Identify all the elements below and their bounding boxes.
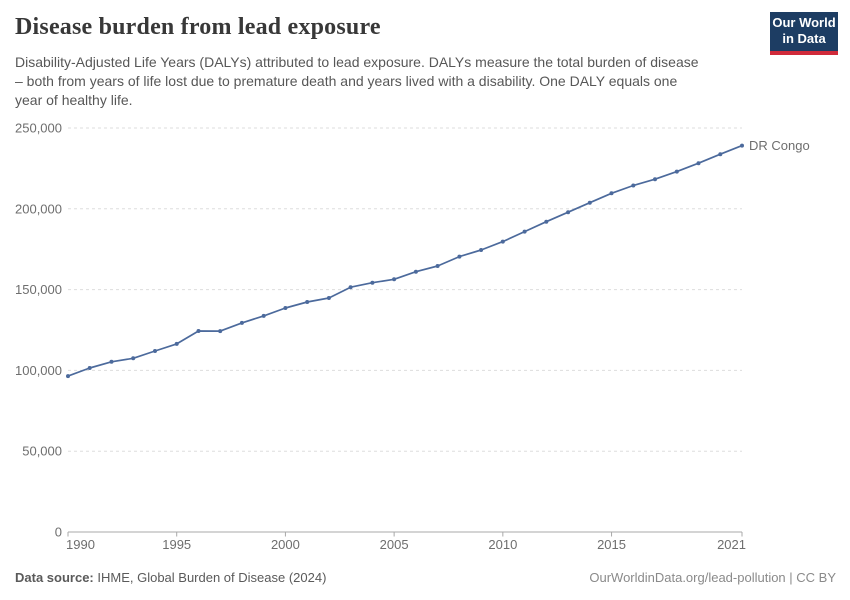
data-point[interactable] — [674, 169, 679, 174]
data-point[interactable] — [522, 229, 527, 234]
y-tick-label: 0 — [55, 525, 62, 540]
data-point[interactable] — [261, 313, 266, 318]
data-point[interactable] — [153, 349, 157, 353]
data-point[interactable] — [413, 269, 418, 274]
x-tick-label: 1995 — [162, 537, 191, 552]
data-point[interactable] — [500, 239, 505, 244]
data-point[interactable] — [718, 152, 723, 157]
subtitle-line-3: year of healthy life. — [15, 92, 133, 108]
chart-footer: Data source: IHME, Global Burden of Dise… — [15, 570, 836, 585]
y-tick-label: 100,000 — [15, 363, 62, 378]
data-point[interactable] — [131, 356, 136, 361]
data-point[interactable] — [370, 280, 375, 285]
credit-link[interactable]: OurWorldinData.org/lead-pollution | CC B… — [589, 570, 836, 585]
data-point[interactable] — [587, 200, 592, 205]
data-line[interactable] — [67, 144, 743, 377]
owid-logo[interactable]: Our World in Data — [770, 12, 838, 55]
data-point[interactable] — [435, 264, 440, 268]
data-point[interactable] — [283, 306, 288, 310]
data-point[interactable] — [348, 285, 353, 290]
subtitle-line-2: – both from years of life lost due to pr… — [15, 73, 678, 89]
x-tick-label: 2005 — [380, 537, 409, 552]
data-point[interactable] — [196, 329, 201, 333]
data-source: Data source: IHME, Global Burden of Dise… — [15, 570, 326, 585]
chart-subtitle: Disability-Adjusted Life Years (DALYs) a… — [15, 53, 775, 110]
data-point[interactable] — [457, 254, 462, 259]
x-tick-label: 1990 — [66, 537, 95, 552]
data-point[interactable] — [66, 374, 70, 379]
y-tick-label: 250,000 — [15, 121, 62, 136]
page-title: Disease burden from lead exposure — [15, 14, 381, 40]
data-point[interactable] — [218, 329, 223, 334]
data-source-label: Data source: — [15, 570, 94, 585]
subtitle-line-1: Disability-Adjusted Life Years (DALYs) a… — [15, 54, 699, 70]
y-tick-label: 200,000 — [15, 201, 62, 216]
data-point[interactable] — [740, 143, 744, 148]
data-point[interactable] — [653, 177, 657, 182]
data-point[interactable] — [109, 359, 114, 364]
entity-label: DR Congo — [749, 138, 810, 153]
owid-logo-line1: Our World — [772, 15, 836, 30]
owid-logo-text: Our World in Data — [770, 12, 838, 51]
y-tick-label: 50,000 — [22, 444, 62, 459]
owid-logo-line2: in Data — [782, 31, 826, 46]
x-tick-label: 2021 — [717, 537, 746, 552]
data-source-text: IHME, Global Burden of Disease (2024) — [93, 570, 327, 585]
data-point[interactable] — [631, 183, 636, 188]
data-point[interactable] — [479, 248, 484, 252]
x-tick-label: 2015 — [597, 537, 626, 552]
data-point[interactable] — [696, 161, 701, 166]
data-point[interactable] — [326, 296, 331, 300]
data-point[interactable] — [544, 219, 549, 224]
data-point[interactable] — [174, 341, 179, 346]
data-point[interactable] — [305, 300, 310, 304]
data-point[interactable] — [239, 320, 244, 325]
x-tick-label: 2000 — [271, 537, 300, 552]
y-tick-label: 150,000 — [15, 282, 62, 297]
data-point[interactable] — [87, 366, 92, 370]
data-point[interactable] — [392, 277, 397, 282]
owid-logo-redbar — [770, 51, 838, 55]
data-point[interactable] — [566, 210, 571, 215]
data-point[interactable] — [609, 191, 614, 196]
x-tick-label: 2010 — [488, 537, 517, 552]
